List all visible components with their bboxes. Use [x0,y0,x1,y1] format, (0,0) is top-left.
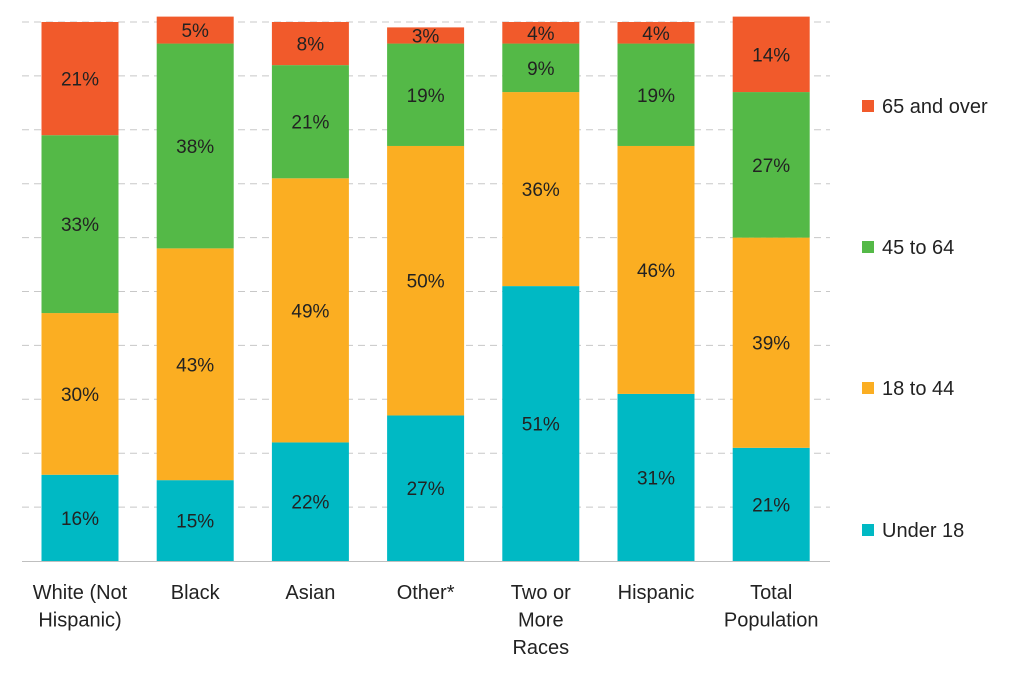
bar-hispanic-65-and-over [617,22,695,44]
bar-asian-18-to-44 [271,178,349,443]
value-label-white-not-hispanic-65-and-over: 21% [61,70,99,91]
value-label-hispanic-65-and-over: 4% [642,24,670,45]
value-label-white-not-hispanic-18-to-44: 30% [61,385,99,406]
value-label-hispanic-45-to-64: 19% [637,86,675,107]
gridlines [22,21,830,508]
value-label-two-or-more-races-18-to-44: 36% [522,180,560,201]
legend: 65 and over 45 to 64 18 to 44 Under 18 [862,96,988,542]
category-label-white-not-hispanic: White (Not Hispanic) [33,582,128,632]
bar-asian-under-18 [271,442,349,561]
value-label-hispanic-18-to-44: 46% [637,261,675,282]
bar-total-population-under-18 [732,447,810,561]
bar-black-18-to-44 [156,248,234,481]
category-label-hispanic: Hispanic [618,582,695,604]
value-label-hispanic-under-18: 31% [637,468,675,489]
legend-swatch-under-18 [862,524,874,536]
bar-two-or-more-races-65-and-over [502,22,580,44]
legend-swatch-18-to-44 [862,382,874,394]
bar-white-not-hispanic-under-18 [41,474,119,561]
bar-hispanic-under-18 [617,393,695,561]
value-label-black-45-to-64: 38% [176,137,214,158]
value-label-black-18-to-44: 43% [176,355,214,376]
value-label-total-population-under-18: 21% [752,495,790,516]
value-label-other-under-18: 27% [407,479,445,500]
bar-black-45-to-64 [156,43,234,249]
bar-asian-45-to-64 [271,65,349,179]
value-label-asian-18-to-44: 49% [291,301,329,322]
x-axis: White (Not Hispanic) Black Asian Other* Two o… [22,561,830,659]
bars [41,16,810,561]
category-label-total-population: Total Population [724,582,819,632]
bar-total-population-18-to-44 [732,237,810,448]
value-label-black-65-and-over: 5% [181,21,209,42]
bar-hispanic-18-to-44 [617,145,695,394]
legend-label-under-18: Under 18 [882,520,964,542]
value-label-asian-under-18: 22% [291,493,329,514]
value-label-asian-65-and-over: 8% [297,35,325,56]
bar-black-under-18 [156,480,234,561]
category-label-two-or-more-races: Two or More Races [511,582,571,659]
bar-black-65-and-over [156,16,234,44]
value-label-other-18-to-44: 50% [407,272,445,293]
value-label-two-or-more-races-65-and-over: 4% [527,24,555,45]
category-label-black: Black [171,582,221,604]
bar-white-not-hispanic-65-and-over [41,22,119,136]
legend-swatch-65-and-over [862,100,874,112]
value-label-other-45-to-64: 19% [407,86,445,107]
value-label-black-under-18: 15% [176,512,214,533]
value-label-total-population-45-to-64: 27% [752,156,790,177]
bar-total-population-45-to-64 [732,92,810,238]
bar-two-or-more-races-under-18 [502,286,580,561]
value-label-white-not-hispanic-under-18: 16% [61,509,99,530]
value-label-two-or-more-races-45-to-64: 9% [527,59,555,80]
bar-white-not-hispanic-18-to-44 [41,313,119,475]
bar-other-65-and-over [387,27,465,44]
bar-two-or-more-races-18-to-44 [502,92,580,287]
value-label-total-population-18-to-44: 39% [752,334,790,355]
bar-other-45-to-64 [387,43,465,146]
category-label-other: Other* [397,582,455,604]
legend-label-18-to-44: 18 to 44 [882,378,954,400]
category-label-asian: Asian [285,582,335,604]
value-labels: 16% 30% 33% 21% 15% 43% 38% 5% 22% 49% 21% 8% 27% 50%… [61,21,790,532]
bar-other-under-18 [387,415,465,561]
value-label-other-65-and-over: 3% [412,26,440,47]
bar-white-not-hispanic-45-to-64 [41,135,119,314]
bar-total-population-65-and-over [732,16,810,93]
value-label-two-or-more-races-under-18: 51% [522,415,560,436]
bar-two-or-more-races-45-to-64 [502,43,580,93]
bar-asian-65-and-over [271,22,349,66]
bar-hispanic-45-to-64 [617,43,695,146]
legend-label-45-to-64: 45 to 64 [882,237,954,259]
value-label-asian-45-to-64: 21% [291,113,329,134]
legend-swatch-45-to-64 [862,241,874,253]
value-label-white-not-hispanic-45-to-64: 33% [61,215,99,236]
legend-label-65-and-over: 65 and over [882,96,988,118]
bar-other-18-to-44 [387,145,465,416]
value-label-total-population-65-and-over: 14% [752,45,790,66]
